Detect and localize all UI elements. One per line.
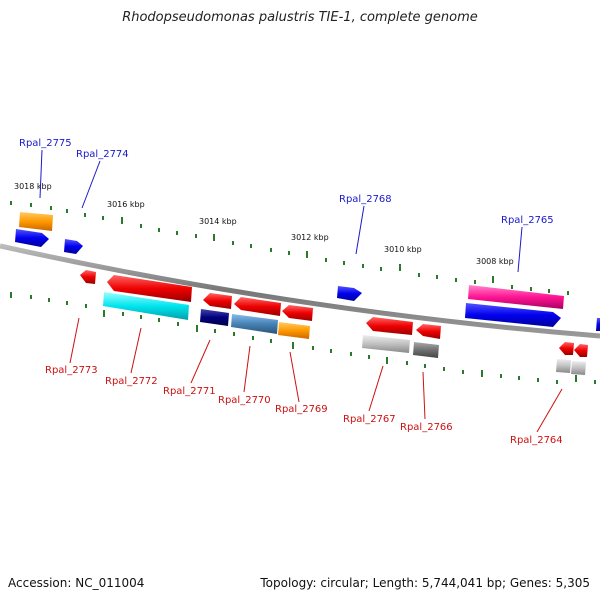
topology-text: Topology: circular; Length: 5,744,041 bp… bbox=[260, 576, 590, 590]
gene-label-rpal-2774[interactable]: Rpal_2774 bbox=[76, 149, 129, 160]
gene-feature-rpal-2773[interactable] bbox=[80, 270, 96, 284]
gene-feature-rpal-2774[interactable] bbox=[64, 239, 83, 254]
lower-tick-row bbox=[10, 292, 596, 384]
gene-feature-rpal-2772[interactable] bbox=[103, 292, 189, 320]
gene-feature-red-2767[interactable] bbox=[366, 317, 413, 335]
leader-line-rpal-2772 bbox=[130, 327, 142, 374]
gene-feature-red-2769[interactable] bbox=[282, 305, 313, 321]
gene-label-rpal-2765[interactable]: Rpal_2765 bbox=[501, 215, 554, 226]
gene-feature-rpal-2770[interactable] bbox=[231, 314, 278, 334]
gene-feature-blue-edge[interactable] bbox=[596, 318, 600, 331]
gene-feature[interactable] bbox=[19, 212, 53, 231]
gene-feature-red-2771[interactable] bbox=[203, 293, 232, 309]
gene-label-rpal-2771[interactable]: Rpal_2771 bbox=[163, 386, 216, 397]
upper-gene-labels: Rpal_2775 Rpal_2774 Rpal_2768 Rpal_2765 bbox=[19, 138, 554, 226]
gene-feature-red-2764b[interactable] bbox=[574, 344, 588, 357]
leader-line-rpal-2766 bbox=[422, 371, 426, 420]
leader-line-rpal-2767 bbox=[368, 365, 384, 412]
leader-line-rpal-2769 bbox=[289, 351, 300, 403]
accession-text: Accession: NC_011004 bbox=[8, 576, 145, 590]
leader-line-rpal-2773 bbox=[69, 317, 80, 364]
leader-line-rpal-2765 bbox=[517, 226, 523, 273]
gene-label-rpal-2768[interactable]: Rpal_2768 bbox=[339, 194, 392, 205]
upper-leader-lines bbox=[39, 149, 523, 273]
gene-feature-blue-large[interactable] bbox=[465, 303, 561, 327]
upper-tick-row bbox=[10, 201, 569, 295]
leader-line-rpal-2775 bbox=[39, 149, 43, 199]
gene-feature-rpal-2768[interactable] bbox=[337, 286, 362, 301]
gene-label-rpal-2775[interactable]: Rpal_2775 bbox=[19, 138, 72, 149]
scale-label-3014: 3014 kbp bbox=[199, 217, 237, 226]
gene-feature-rpal-2764[interactable] bbox=[556, 359, 571, 373]
genome-backbone bbox=[0, 243, 600, 339]
scale-label-3008: 3008 kbp bbox=[476, 257, 514, 266]
leader-line-rpal-2774 bbox=[81, 160, 101, 209]
lower-gene-labels: Rpal_2773 Rpal_2772 Rpal_2771 Rpal_2770 … bbox=[45, 365, 563, 446]
gene-label-rpal-2767[interactable]: Rpal_2767 bbox=[343, 414, 396, 425]
gene-label-rpal-2770[interactable]: Rpal_2770 bbox=[218, 395, 271, 406]
gene-label-rpal-2773[interactable]: Rpal_2773 bbox=[45, 365, 98, 376]
leader-line-rpal-2771 bbox=[190, 339, 211, 384]
gene-feature-red-2770[interactable] bbox=[234, 297, 281, 316]
leader-line-rpal-2764 bbox=[536, 388, 563, 433]
gene-feature-rpal-2771[interactable] bbox=[200, 309, 229, 326]
gene-feature-rpal-2766[interactable] bbox=[413, 342, 439, 358]
gene-label-rpal-2766[interactable]: Rpal_2766 bbox=[400, 422, 453, 433]
gene-feature-red-2764a[interactable] bbox=[559, 342, 574, 355]
scale-label-3016: 3016 kbp bbox=[107, 200, 145, 209]
upper-gene-features bbox=[15, 212, 600, 331]
leader-line-rpal-2768 bbox=[355, 205, 365, 255]
gene-feature-rpal-2765[interactable] bbox=[468, 285, 564, 309]
genome-title: Rhodopseudomonas palustris TIE-1, comple… bbox=[122, 10, 478, 25]
leader-line-rpal-2770 bbox=[243, 345, 251, 393]
scale-labels: 3018 kbp 3016 kbp 3014 kbp 3012 kbp 3010… bbox=[14, 182, 514, 266]
gene-label-rpal-2772[interactable]: Rpal_2772 bbox=[105, 376, 158, 387]
lower-gene-features bbox=[80, 270, 588, 375]
scale-label-3018: 3018 kbp bbox=[14, 182, 52, 191]
gene-feature-red-2766[interactable] bbox=[416, 324, 441, 339]
lower-leader-lines bbox=[69, 317, 563, 433]
gene-feature-rpal-2764b[interactable] bbox=[571, 361, 586, 375]
gene-feature-rpal-2767[interactable] bbox=[362, 335, 410, 353]
gene-label-rpal-2769[interactable]: Rpal_2769 bbox=[275, 404, 328, 415]
gene-label-rpal-2764[interactable]: Rpal_2764 bbox=[510, 435, 563, 446]
gene-feature-red-long[interactable] bbox=[107, 275, 192, 302]
scale-label-3012: 3012 kbp bbox=[291, 233, 329, 242]
scale-label-3010: 3010 kbp bbox=[384, 245, 422, 254]
gene-feature-rpal-2775[interactable] bbox=[15, 229, 49, 247]
gene-feature-rpal-2769[interactable] bbox=[278, 322, 310, 339]
